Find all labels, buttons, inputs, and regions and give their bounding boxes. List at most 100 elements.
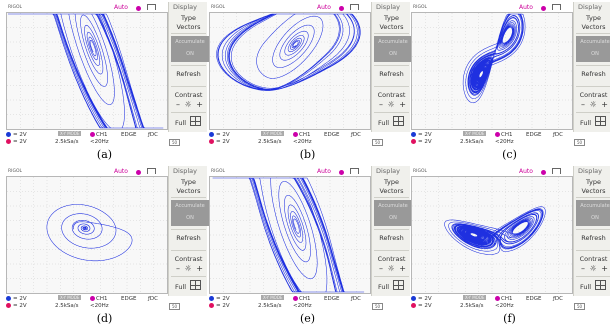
brand-label: RIGOL xyxy=(211,169,225,174)
run-mode-label[interactable]: Auto xyxy=(114,168,128,175)
scope-panel-5: RIGOL Auto Display Type Vectors Accumula… xyxy=(407,166,610,312)
grid-icon[interactable] xyxy=(393,280,404,290)
brightness-icon[interactable]: – ☼ + xyxy=(581,264,609,273)
xy-mode-badge: X-Y MODE xyxy=(58,295,82,300)
menu-vectors-button[interactable]: Vectors xyxy=(581,23,606,31)
brand-label: RIGOL xyxy=(211,5,225,10)
trigger-source: CH1 xyxy=(495,132,512,138)
trigger-frequency: <20Hz xyxy=(90,139,109,145)
menu-vectors-button[interactable]: Vectors xyxy=(581,187,606,195)
ch2-scale: = 2V xyxy=(6,139,27,145)
impedance-badge: 50 xyxy=(169,303,181,310)
run-status-icon xyxy=(339,169,344,175)
trigger-source: CH1 xyxy=(90,296,107,302)
run-mode-label[interactable]: Auto xyxy=(519,168,533,175)
run-mode-label[interactable]: Auto xyxy=(317,4,331,11)
trigger-frequency: <20Hz xyxy=(90,303,109,309)
menu-accumulate-button[interactable]: Accumulate ON xyxy=(576,36,610,62)
menu-divider xyxy=(576,197,610,198)
coupling: ƒDC xyxy=(148,132,159,138)
sample-rate: 2.5kSa/s xyxy=(55,139,79,145)
menu-accumulate-button[interactable]: Accumulate ON xyxy=(171,36,209,62)
grid-icon[interactable] xyxy=(595,116,606,126)
menu-divider xyxy=(374,86,409,87)
display-menu: Display Type Vectors Accumulate ON Refre… xyxy=(573,166,610,296)
brightness-icon[interactable]: – ☼ + xyxy=(379,100,407,109)
trigger-icon xyxy=(552,168,561,174)
trigger-source: CH1 xyxy=(293,296,310,302)
menu-divider xyxy=(171,33,206,34)
menu-refresh-button[interactable]: Refresh xyxy=(581,234,606,242)
scope-topbar: RIGOL Auto xyxy=(205,2,371,13)
trigger-source: CH1 xyxy=(90,132,107,138)
menu-divider xyxy=(171,86,206,87)
menu-accumulate-button[interactable]: Accumulate ON xyxy=(171,200,209,226)
scope-panel-4: RIGOL Auto Display Type Vectors Accumula… xyxy=(205,166,412,312)
menu-divider xyxy=(576,112,610,113)
menu-refresh-button[interactable]: Refresh xyxy=(176,70,201,78)
panel-caption: (e) xyxy=(299,312,316,325)
scope-screen xyxy=(6,12,168,130)
menu-divider xyxy=(576,250,610,251)
scope-topbar: RIGOL Auto xyxy=(407,166,573,177)
menu-refresh-button[interactable]: Refresh xyxy=(379,234,404,242)
scope-screen xyxy=(209,176,371,294)
grid-icon[interactable] xyxy=(190,280,201,290)
grid-icon[interactable] xyxy=(190,116,201,126)
menu-type-label: Type xyxy=(384,14,399,22)
grid-icon[interactable] xyxy=(595,280,606,290)
attractor-trace xyxy=(462,13,526,104)
trigger-type: EDGE xyxy=(324,296,340,302)
run-status-icon xyxy=(136,169,141,175)
menu-contrast-label: Contrast xyxy=(377,255,406,263)
display-menu: Display Type Vectors Accumulate ON Refre… xyxy=(573,2,610,132)
menu-refresh-button[interactable]: Refresh xyxy=(581,70,606,78)
xy-plot xyxy=(7,13,167,129)
status-bar: = 2V = 2V X-Y MODE 2.5kSa/s CH1 <20Hz ED… xyxy=(407,294,610,312)
brightness-icon[interactable]: – ☼ + xyxy=(581,100,609,109)
menu-vectors-button[interactable]: Vectors xyxy=(176,187,201,195)
menu-vectors-button[interactable]: Vectors xyxy=(379,23,404,31)
menu-full-label: Full xyxy=(175,283,187,291)
menu-refresh-button[interactable]: Refresh xyxy=(176,234,201,242)
grid-icon[interactable] xyxy=(393,116,404,126)
accumulate-state: ON xyxy=(389,215,397,221)
run-mode-label[interactable]: Auto xyxy=(114,4,128,11)
menu-contrast-label: Contrast xyxy=(579,91,608,99)
menu-divider xyxy=(374,276,409,277)
menu-accumulate-button[interactable]: Accumulate ON xyxy=(374,36,412,62)
menu-refresh-button[interactable]: Refresh xyxy=(379,70,404,78)
menu-header: Display xyxy=(578,3,602,11)
xy-plot xyxy=(412,13,572,129)
ch2-scale: = 2V xyxy=(209,139,230,145)
run-mode-label[interactable]: Auto xyxy=(519,4,533,11)
sample-rate: 2.5kSa/s xyxy=(55,303,79,309)
menu-accumulate-button[interactable]: Accumulate ON xyxy=(576,200,610,226)
panel-caption: (d) xyxy=(96,312,113,325)
graticule xyxy=(210,177,370,293)
menu-accumulate-button[interactable]: Accumulate ON xyxy=(374,200,412,226)
menu-full-label: Full xyxy=(580,283,592,291)
trigger-icon xyxy=(552,4,561,10)
run-mode-label[interactable]: Auto xyxy=(317,168,331,175)
brightness-icon[interactable]: – ☼ + xyxy=(176,100,204,109)
xy-mode-badge: X-Y MODE xyxy=(463,295,487,300)
brightness-icon[interactable]: – ☼ + xyxy=(379,264,407,273)
menu-vectors-button[interactable]: Vectors xyxy=(176,23,201,31)
menu-divider xyxy=(374,250,409,251)
trigger-type: EDGE xyxy=(526,132,542,138)
attractor-trace xyxy=(216,13,361,91)
ch2-icon xyxy=(209,303,214,308)
brightness-icon[interactable]: – ☼ + xyxy=(176,264,204,273)
run-status-icon xyxy=(541,5,546,11)
menu-type-label: Type xyxy=(181,178,196,186)
menu-vectors-button[interactable]: Vectors xyxy=(379,187,404,195)
trigger-type: EDGE xyxy=(121,296,137,302)
menu-divider xyxy=(576,229,610,230)
impedance-badge: 50 xyxy=(574,139,586,146)
menu-full-label: Full xyxy=(378,119,390,127)
accumulate-label: Accumulate xyxy=(378,39,408,45)
trigger-type: EDGE xyxy=(526,296,542,302)
scope-panel-2: RIGOL Auto Display Type Vectors Accumula… xyxy=(407,2,610,148)
coupling: ƒDC xyxy=(351,296,362,302)
